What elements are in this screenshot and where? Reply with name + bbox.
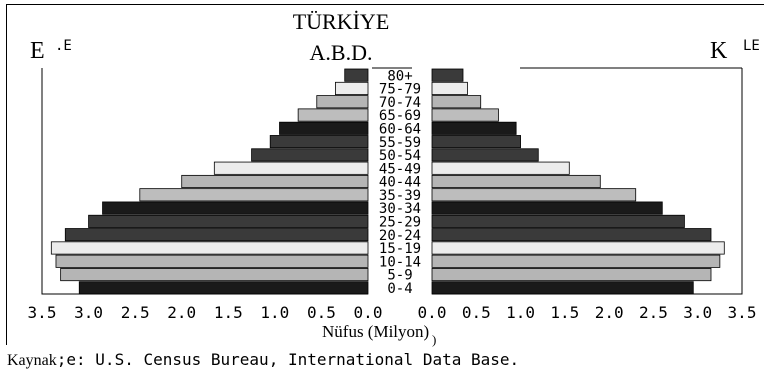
left-bar-20-24 <box>64 228 369 242</box>
left-bar-45-49 <box>213 161 369 175</box>
right-x-tick: 1.5 <box>550 303 579 322</box>
title-line-2: A.B.D. <box>241 40 441 66</box>
left-bar-35-39 <box>139 188 369 202</box>
left-bar-70-74 <box>316 95 369 109</box>
age-label: 50-54 <box>379 148 421 164</box>
left-x-tick: 2.5 <box>121 303 150 322</box>
left-bar-25-29 <box>88 214 369 228</box>
left-bar-10-14 <box>55 254 369 268</box>
right-x-tick: 0.0 <box>418 303 447 322</box>
left-bar-0-4 <box>78 281 369 295</box>
right-x-tick: 0.5 <box>462 303 491 322</box>
age-label: 15-19 <box>379 241 421 257</box>
source-prefix: Kaynak <box>7 352 57 369</box>
right-bar-55-59 <box>431 135 521 149</box>
left-side-label: E <box>30 38 45 64</box>
right-bar-20-24 <box>431 228 712 242</box>
age-label: 80+ <box>387 68 412 84</box>
left-x-tick: 3.5 <box>28 303 57 322</box>
right-bar-65-69 <box>431 108 499 122</box>
age-label: 0-4 <box>387 281 412 297</box>
left-bar-15-19 <box>50 241 369 255</box>
right-bar-40-44 <box>431 174 601 189</box>
right-bar-30-34 <box>431 201 663 215</box>
right-side-sublabel: LE <box>743 38 760 54</box>
title-line-1: TÜRKİYE <box>241 9 441 35</box>
left-x-tick: 1.5 <box>214 303 243 322</box>
age-label: 25-29 <box>379 215 421 231</box>
left-bar-60-64 <box>279 121 369 135</box>
right-x-tick: 2.5 <box>639 303 668 322</box>
age-label: 20-24 <box>379 228 421 244</box>
right-x-tick: 3.0 <box>683 303 712 322</box>
right-bar-35-39 <box>431 188 637 202</box>
right-bar-0-4 <box>431 281 694 295</box>
left-bar-55-59 <box>269 135 369 149</box>
left-bar-65-69 <box>297 108 369 122</box>
left-bar-50-54 <box>251 148 369 162</box>
right-bar-80+ <box>431 68 464 82</box>
source-note: Kaynak;e: U.S. Census Bureau, Internatio… <box>7 350 519 370</box>
right-bar-5-9 <box>431 268 712 282</box>
left-bar-40-44 <box>181 174 369 189</box>
right-bar-25-29 <box>431 214 685 228</box>
right-bar-10-14 <box>431 254 721 268</box>
right-x-tick: 3.5 <box>728 303 757 322</box>
left-bar-75-79 <box>334 81 369 95</box>
stray-mark: ) <box>432 332 437 347</box>
left-x-tick: 3.0 <box>74 303 103 322</box>
right-bar-70-74 <box>431 95 482 109</box>
left-bar-5-9 <box>60 268 369 282</box>
right-bar-45-49 <box>431 161 570 175</box>
age-label: 10-14 <box>379 254 421 270</box>
left-x-tick: 2.0 <box>167 303 196 322</box>
left-x-tick: 1.0 <box>260 303 289 322</box>
left-x-tick: 0.0 <box>354 303 383 322</box>
age-label: 35-39 <box>379 188 421 204</box>
age-label: 70-74 <box>379 95 421 111</box>
age-label: 5-9 <box>387 268 412 284</box>
right-bar-15-19 <box>431 241 725 255</box>
left-side-sublabel: .E <box>55 38 72 54</box>
age-label: 75-79 <box>379 82 421 98</box>
right-x-tick: 2.0 <box>595 303 624 322</box>
left-axis <box>41 68 368 295</box>
left-bar-80+ <box>344 68 369 82</box>
right-side-label: K <box>710 38 728 64</box>
age-label: 45-49 <box>379 161 421 177</box>
chart-frame <box>6 4 764 345</box>
age-label: 30-34 <box>379 201 421 217</box>
left-bar-30-34 <box>102 201 369 215</box>
age-label: 55-59 <box>379 135 421 151</box>
x-axis-label: Nüfus (Milyon) <box>322 322 430 341</box>
age-label: 60-64 <box>379 121 421 137</box>
right-axis <box>432 68 743 295</box>
left-x-tick: 0.5 <box>307 303 336 322</box>
right-x-tick: 1.0 <box>506 303 535 322</box>
age-label: 40-44 <box>379 175 421 191</box>
right-bar-50-54 <box>431 148 539 162</box>
right-bar-60-64 <box>431 121 517 135</box>
right-bar-75-79 <box>431 81 468 95</box>
source-text: ;e: U.S. Census Bureau, International Da… <box>56 350 520 369</box>
age-label: 65-69 <box>379 108 421 124</box>
